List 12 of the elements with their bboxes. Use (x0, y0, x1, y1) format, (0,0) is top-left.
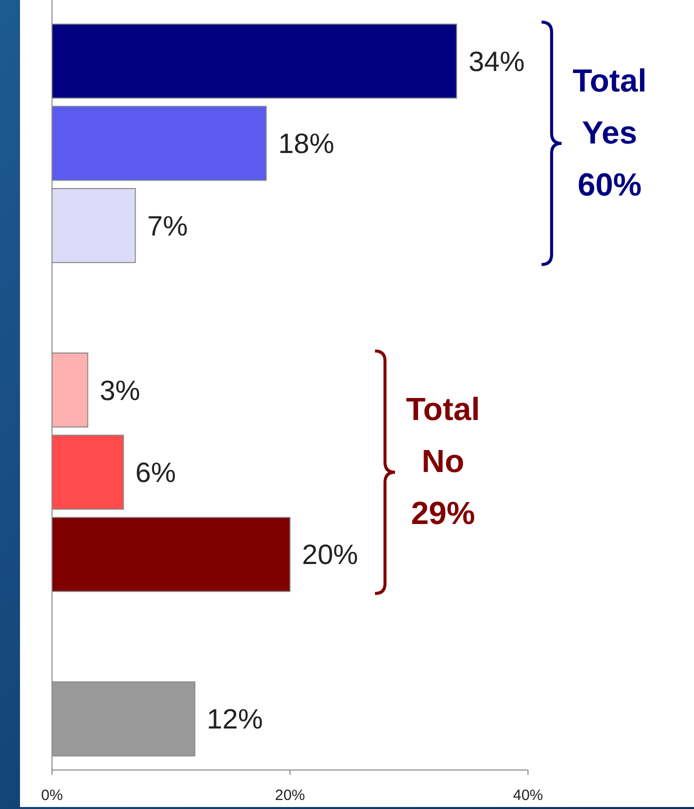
data-label: 20% (302, 539, 358, 570)
data-label: 18% (278, 128, 334, 160)
annotation: Total No 29% (406, 391, 480, 532)
text: Total Yes 60% (572, 62, 647, 202)
data-label: 34% (468, 46, 525, 77)
data-label: 6% (135, 457, 176, 488)
x-tick-label: 20% (274, 787, 306, 804)
data-label: 7% (147, 210, 188, 242)
data-label: 12% (206, 704, 263, 735)
data-label: 3% (100, 374, 140, 406)
x-tick-label: 40% (512, 787, 544, 804)
x-tick-label: 0% (41, 787, 63, 804)
